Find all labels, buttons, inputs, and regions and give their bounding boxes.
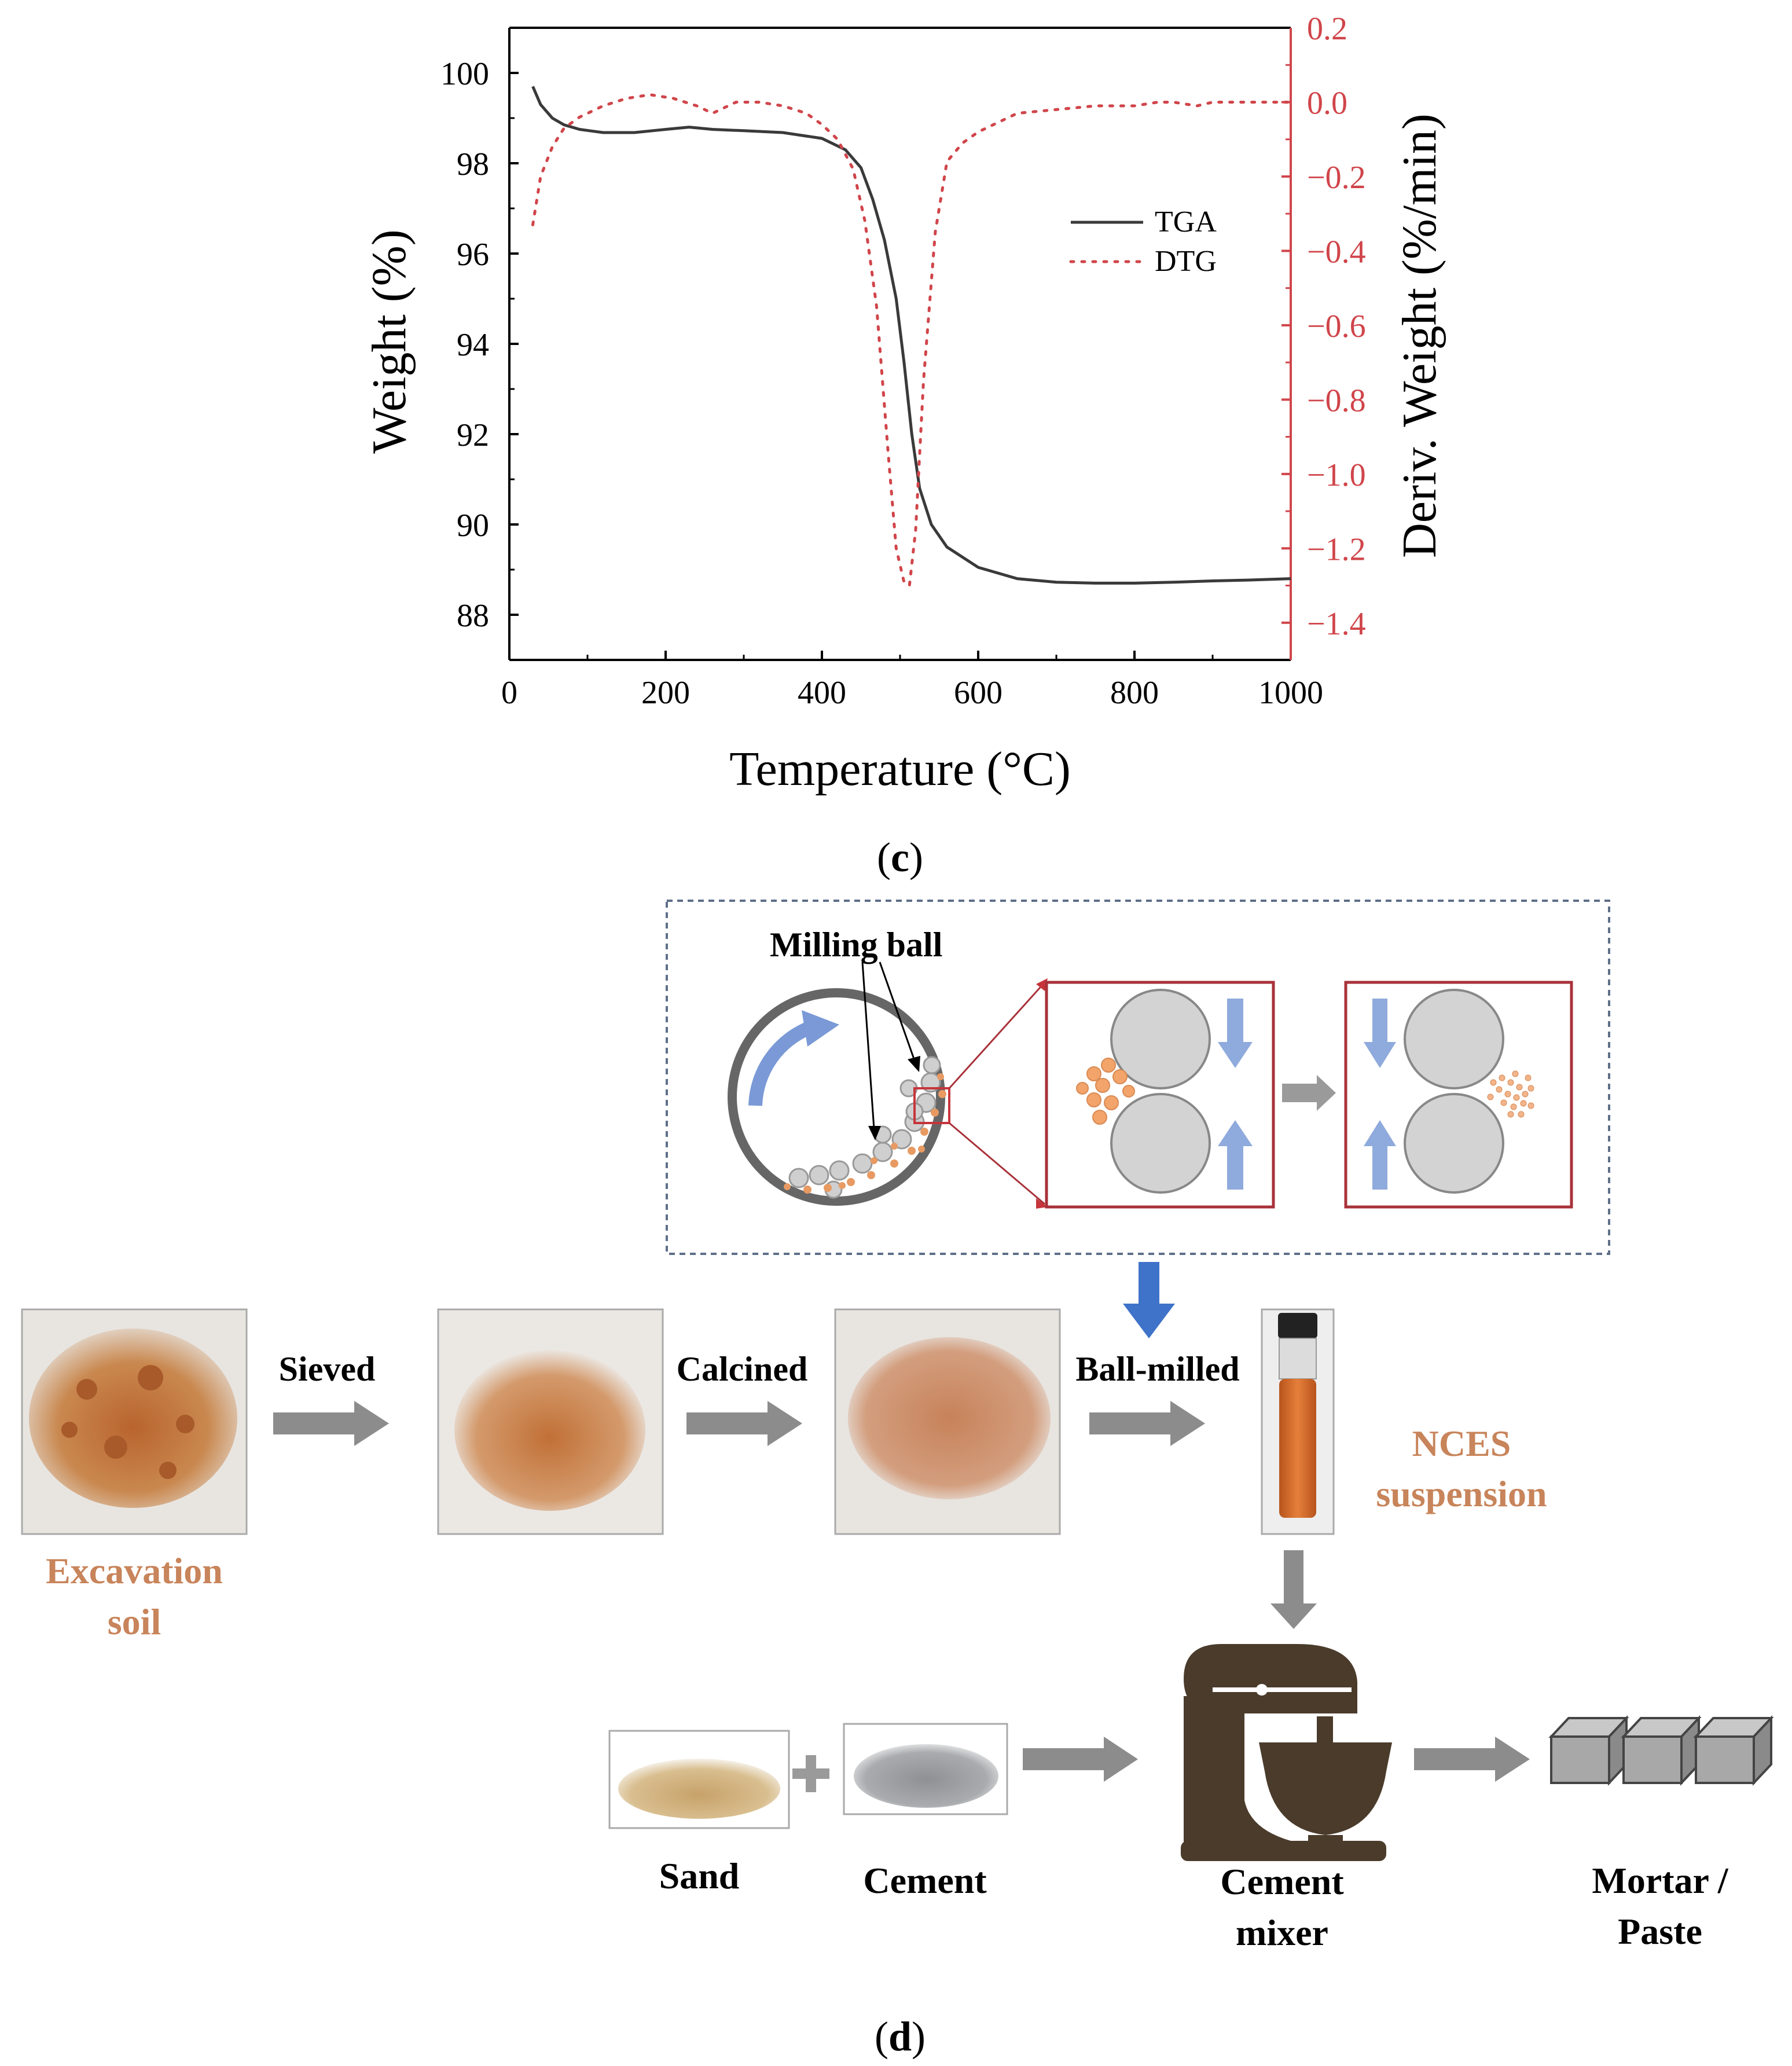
- pointer-arrow-1: [861, 962, 875, 1129]
- y-right-tick-label: 0.0: [1307, 85, 1347, 121]
- arrow-to-mixer-icon: [1270, 1550, 1317, 1629]
- arrow-sieved-icon: [273, 1401, 389, 1446]
- press-up-arrow-2-icon: [1364, 1120, 1396, 1190]
- arrow-calcined-icon: [686, 1401, 802, 1446]
- y-left-tick-label: 96: [457, 237, 489, 273]
- axis-ticks: [508, 27, 1292, 660]
- ball-top-1: [1110, 989, 1211, 1089]
- series-tga-line: [531, 86, 1291, 585]
- y-right-tick-label: −0.6: [1307, 309, 1366, 344]
- arrow-ball-milled-icon: [1089, 1401, 1205, 1446]
- pointer-arrow-2-head: [908, 1056, 920, 1072]
- x-tick-label: 0: [501, 675, 517, 711]
- x-tick-label: 400: [798, 675, 846, 711]
- milling-ball-label: Milling ball: [770, 926, 942, 964]
- panel-c-caption: (c): [877, 834, 923, 880]
- y-left-tick-label: 92: [457, 417, 489, 453]
- inset-dashed-frame: [666, 900, 1610, 1255]
- legend-dtg-label: DTG: [1155, 245, 1217, 278]
- x-axis-title: Temperature (°C): [729, 742, 1071, 796]
- series-dtg-line: [531, 93, 1292, 588]
- y-right-tick-label: −0.2: [1307, 160, 1366, 196]
- process-arrow-icon: [1282, 1075, 1336, 1111]
- y-right-tick-label: −0.4: [1307, 234, 1366, 270]
- cement-label: Cement: [863, 1860, 987, 1901]
- y-left-tick-labels: 88 90 92 94 96 98 100: [440, 56, 489, 634]
- arrow-to-mixer-2-icon: [1023, 1737, 1138, 1782]
- x-tick-label: 800: [1110, 675, 1159, 711]
- mixer-knob: [1256, 1684, 1268, 1696]
- y-right-tick-label: −1.2: [1307, 531, 1366, 567]
- y-left-axis-title: Weight (%): [362, 229, 416, 453]
- x-tick-labels: 0 200 400 600 800 1000: [501, 675, 1323, 711]
- y-left-tick-label: 90: [457, 508, 489, 544]
- y-right-tick-label: 0.2: [1307, 11, 1347, 47]
- sand-label: Sand: [659, 1855, 740, 1896]
- tga-dtg-chart: 0 200 400 600 800 1000 88 90 92 94 96 98 100 0.2 0.0…: [362, 11, 1446, 796]
- press-down-arrow-icon: [1218, 999, 1253, 1068]
- y-left-tick-label: 98: [457, 146, 489, 182]
- zoom-line-top-head: [1036, 978, 1048, 991]
- x-tick-label: 200: [641, 675, 690, 711]
- x-tick-label: 600: [954, 675, 1003, 711]
- y-left-tick-label: 100: [440, 56, 489, 92]
- photo-cement: [843, 1723, 1008, 1815]
- y-right-axis-title: Deriv. Weight (%/min): [1393, 113, 1446, 558]
- cement-mixer-icon: [1181, 1644, 1392, 1861]
- photo-nces-tube: [1261, 1308, 1335, 1535]
- y-right-tick-label: −0.8: [1307, 383, 1366, 419]
- pointer-arrow-1-head: [868, 1126, 881, 1140]
- x-tick-label: 1000: [1258, 675, 1323, 711]
- arrow-to-product-icon: [1414, 1737, 1530, 1782]
- mortar-cubes-icon: [1548, 1715, 1774, 1786]
- excavation-soil-label-line2: soil: [108, 1601, 161, 1642]
- press-up-arrow-icon: [1218, 1120, 1253, 1190]
- coarse-particles: [1076, 1058, 1135, 1125]
- y-left-tick-label: 94: [457, 327, 489, 363]
- press-down-arrow-2-icon: [1364, 999, 1396, 1068]
- mixer-label-line1: Cement: [1220, 1861, 1344, 1902]
- ball-bottom-1: [1110, 1093, 1211, 1194]
- product-label-line1: Mortar /: [1592, 1860, 1728, 1901]
- y-right-tick-label: −1.4: [1307, 606, 1366, 642]
- nces-label-line1: NCES: [1412, 1423, 1511, 1464]
- step-label-sieved: Sieved: [279, 1350, 376, 1388]
- zoom-line-bottom-head: [1036, 1198, 1048, 1209]
- soil-particles: [784, 1073, 946, 1194]
- zoom-line-top: [948, 981, 1046, 1089]
- zoom-line-bottom: [949, 1122, 1045, 1205]
- y-left-tick-label: 88: [457, 598, 489, 634]
- ball-milled-down-arrow-icon: [1123, 1262, 1175, 1338]
- mixer-label-line2: mixer: [1236, 1912, 1328, 1953]
- photo-sieved-powder: [437, 1308, 664, 1535]
- photo-sand: [608, 1730, 790, 1829]
- ball-bottom-2: [1404, 1093, 1504, 1194]
- panel-d-caption: (d): [875, 2013, 926, 2060]
- ball-milling-inset: Milling ball: [666, 900, 1610, 1255]
- fine-particles: [1487, 1070, 1534, 1118]
- rotation-arrow-head-icon: [802, 1010, 839, 1047]
- ball-top-2: [1404, 989, 1504, 1089]
- photo-excavation-soil: [21, 1308, 248, 1535]
- pointer-arrow-2: [879, 962, 916, 1061]
- rotation-arrow-icon: [748, 1021, 813, 1106]
- excavation-soil-label-line1: Excavation: [46, 1550, 223, 1591]
- y-right-tick-label: −1.0: [1307, 457, 1366, 493]
- photo-calcined-powder: [834, 1308, 1061, 1535]
- y-right-tick-labels: 0.2 0.0 −0.2 −0.4 −0.6 −0.8 −1.0 −1.2 −1.4: [1307, 11, 1366, 642]
- legend: TGA DTG: [1069, 206, 1217, 278]
- mixer-highlight: [1213, 1687, 1352, 1692]
- product-label-line2: Paste: [1618, 1911, 1702, 1952]
- step-label-calcined: Calcined: [677, 1350, 808, 1388]
- plus-icon: [792, 1755, 829, 1792]
- zoom-region: [913, 1087, 950, 1124]
- legend-tga-label: TGA: [1155, 206, 1217, 238]
- step-label-ball-milled: Ball-milled: [1075, 1350, 1239, 1388]
- nces-label-line2: suspension: [1376, 1473, 1547, 1514]
